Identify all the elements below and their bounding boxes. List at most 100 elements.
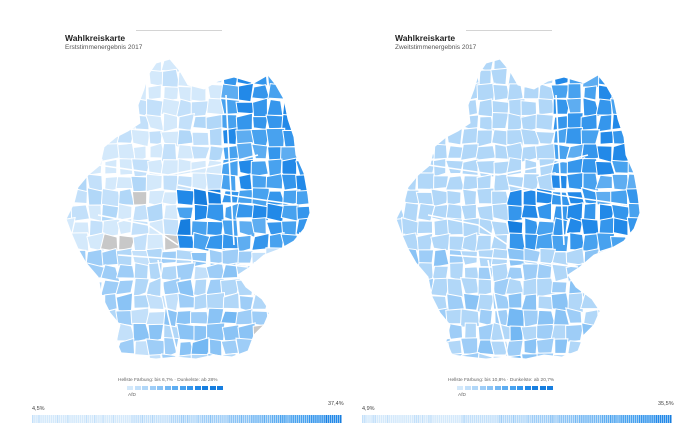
constituency[interactable] bbox=[388, 309, 404, 327]
constituency[interactable] bbox=[103, 368, 117, 375]
constituency[interactable] bbox=[389, 82, 406, 101]
constituency[interactable] bbox=[416, 232, 434, 252]
constituency[interactable] bbox=[430, 83, 450, 103]
constituency[interactable] bbox=[264, 247, 284, 267]
constituency[interactable] bbox=[283, 55, 298, 73]
constituency[interactable] bbox=[297, 97, 314, 118]
constituency[interactable] bbox=[311, 338, 328, 356]
constituency[interactable] bbox=[314, 191, 328, 207]
constituency[interactable] bbox=[280, 307, 299, 325]
constituency[interactable] bbox=[643, 308, 658, 326]
constituency[interactable] bbox=[269, 368, 285, 375]
constituency[interactable] bbox=[102, 68, 118, 85]
constituency[interactable] bbox=[74, 355, 91, 372]
constituency[interactable] bbox=[415, 129, 433, 147]
constituency[interactable] bbox=[89, 323, 103, 344]
constituency[interactable] bbox=[237, 250, 254, 264]
constituency[interactable] bbox=[71, 221, 90, 235]
constituency[interactable] bbox=[89, 68, 104, 88]
constituency[interactable] bbox=[175, 188, 196, 206]
constituency[interactable] bbox=[598, 353, 616, 373]
constituency[interactable] bbox=[117, 203, 133, 221]
constituency[interactable] bbox=[613, 372, 628, 375]
constituency[interactable] bbox=[388, 368, 402, 375]
constituency[interactable] bbox=[565, 323, 585, 343]
constituency[interactable] bbox=[296, 292, 314, 313]
constituency[interactable] bbox=[416, 220, 434, 235]
constituency[interactable] bbox=[219, 97, 240, 115]
constituency[interactable] bbox=[505, 339, 524, 358]
constituency[interactable] bbox=[70, 262, 90, 283]
constituency[interactable] bbox=[145, 293, 165, 311]
constituency[interactable] bbox=[312, 205, 328, 221]
constituency[interactable] bbox=[208, 56, 223, 72]
constituency[interactable] bbox=[564, 55, 585, 72]
constituency[interactable] bbox=[175, 248, 194, 265]
constituency[interactable] bbox=[295, 142, 315, 163]
constituency[interactable] bbox=[70, 71, 90, 88]
constituency[interactable] bbox=[432, 326, 449, 341]
constituency[interactable] bbox=[85, 353, 105, 372]
constituency[interactable] bbox=[641, 160, 658, 175]
constituency[interactable] bbox=[446, 189, 462, 207]
constituency[interactable] bbox=[400, 277, 418, 298]
constituency[interactable] bbox=[404, 354, 420, 372]
constituency[interactable] bbox=[238, 55, 255, 72]
constituency[interactable] bbox=[280, 247, 301, 268]
constituency[interactable] bbox=[552, 67, 570, 87]
constituency[interactable] bbox=[59, 175, 73, 191]
constituency[interactable] bbox=[250, 217, 267, 235]
constituency-map[interactable] bbox=[388, 55, 658, 375]
constituency[interactable] bbox=[117, 67, 136, 86]
constituency[interactable] bbox=[205, 203, 225, 224]
constituency[interactable] bbox=[280, 233, 299, 252]
constituency[interactable] bbox=[133, 262, 149, 280]
constituency[interactable] bbox=[430, 188, 449, 208]
constituency[interactable] bbox=[162, 218, 180, 237]
constituency[interactable] bbox=[508, 354, 524, 371]
constituency[interactable] bbox=[265, 279, 286, 298]
constituency[interactable] bbox=[280, 266, 300, 282]
constituency[interactable] bbox=[625, 279, 645, 298]
constituency[interactable] bbox=[414, 67, 436, 85]
constituency[interactable] bbox=[250, 160, 269, 178]
constituency[interactable] bbox=[190, 100, 211, 118]
constituency[interactable] bbox=[206, 322, 226, 342]
constituency[interactable] bbox=[388, 55, 406, 73]
constituency[interactable] bbox=[59, 261, 73, 283]
constituency[interactable] bbox=[133, 371, 150, 375]
constituency[interactable] bbox=[505, 307, 525, 328]
constituency[interactable] bbox=[460, 337, 479, 355]
constituency[interactable] bbox=[58, 278, 75, 297]
constituency[interactable] bbox=[314, 309, 328, 327]
constituency[interactable] bbox=[236, 368, 254, 375]
constituency[interactable] bbox=[399, 296, 419, 312]
constituency[interactable] bbox=[490, 67, 508, 86]
constituency[interactable] bbox=[58, 340, 76, 356]
constituency[interactable] bbox=[388, 233, 406, 253]
constituency[interactable] bbox=[145, 173, 163, 193]
constituency[interactable] bbox=[537, 368, 554, 375]
constituency[interactable] bbox=[235, 101, 256, 115]
constituency[interactable] bbox=[115, 113, 133, 132]
constituency[interactable] bbox=[295, 189, 312, 206]
constituency[interactable] bbox=[524, 233, 539, 251]
constituency[interactable] bbox=[596, 145, 613, 164]
constituency[interactable] bbox=[282, 129, 300, 148]
constituency[interactable] bbox=[145, 202, 164, 223]
constituency[interactable] bbox=[415, 306, 436, 326]
constituency[interactable] bbox=[85, 114, 104, 133]
constituency[interactable] bbox=[446, 128, 463, 146]
constituency[interactable] bbox=[179, 55, 193, 73]
constituency[interactable] bbox=[430, 232, 451, 252]
constituency[interactable] bbox=[431, 114, 451, 133]
constituency[interactable] bbox=[282, 277, 301, 299]
constituency[interactable] bbox=[595, 277, 615, 294]
constituency[interactable] bbox=[610, 250, 628, 266]
constituency[interactable] bbox=[642, 294, 658, 311]
constituency[interactable] bbox=[266, 354, 282, 371]
constituency[interactable] bbox=[595, 98, 613, 116]
constituency[interactable] bbox=[508, 232, 526, 252]
constituency[interactable] bbox=[266, 98, 284, 116]
constituency[interactable] bbox=[582, 369, 600, 375]
